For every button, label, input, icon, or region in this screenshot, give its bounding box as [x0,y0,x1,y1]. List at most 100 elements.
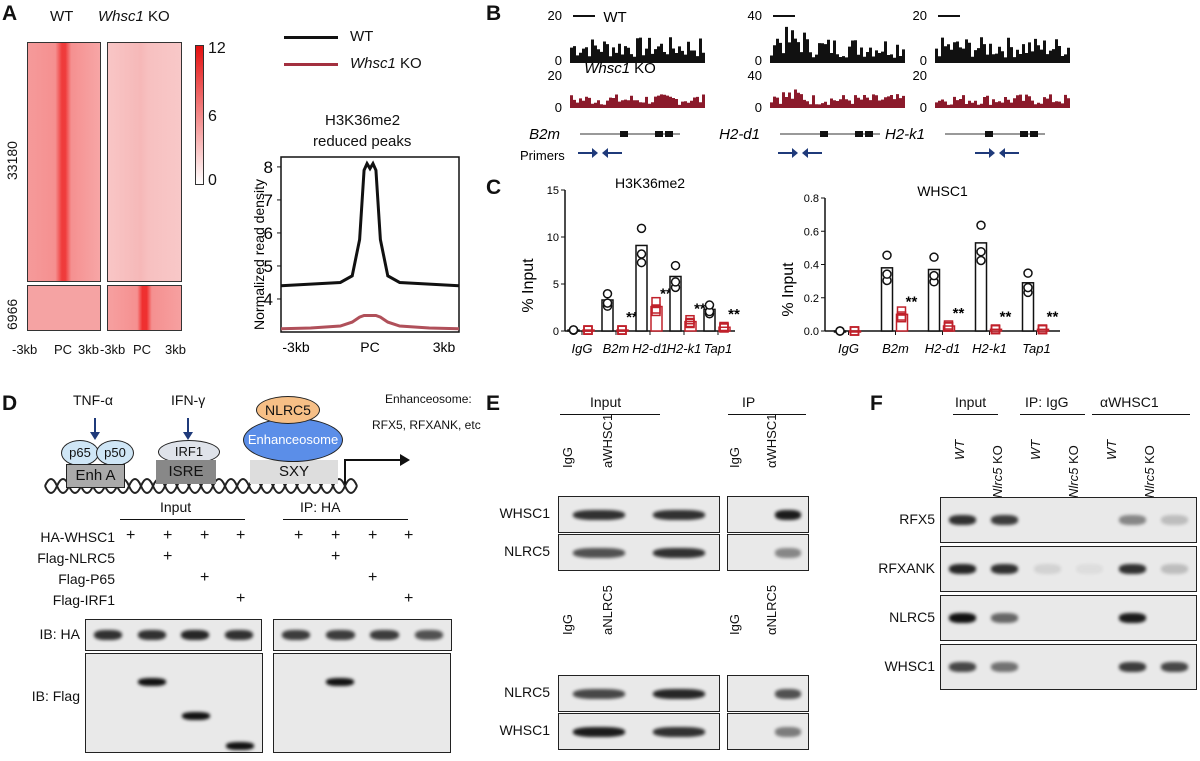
blot-row-label: RFXANK [878,560,935,576]
protein-band [1118,564,1146,574]
track-zero: 0 [920,100,927,115]
lane-label: αNLRC5 [764,584,779,635]
data-point [636,257,647,268]
data-point [602,298,613,308]
blot-ib-flag-ip [273,653,451,753]
legend-wt-swatch [284,36,338,39]
protein-band [653,509,705,520]
blot-ip [727,675,809,712]
protein-band [137,630,166,640]
heatmap-ko-top [107,42,182,282]
plus-mark: + [236,527,246,544]
bar-ko [650,305,663,332]
track-scale-wt: 20 [548,8,562,23]
protein-band [775,726,801,737]
track-scale-ko: 20 [548,68,562,83]
blot-row-label: NLRC5 [504,543,550,559]
primer-reverse-arrow-icon [999,148,1005,158]
protein-band [1118,613,1146,623]
lane-genotype: Nlrc5 [990,467,1005,498]
plus-mark: + [163,527,173,544]
ko-text: KO [400,55,422,72]
y-tick-label: 15 [547,185,559,197]
x-tick-label: H2-k1 [667,341,702,356]
protein-band [138,678,166,686]
blot-row-label: NLRC5 [889,609,935,625]
gene-name-label: H2-k1 [885,126,925,143]
plus-mark: + [294,527,304,544]
tnf-alpha-label: TNF-α [73,392,113,408]
x-tick-label: H2-d1 [925,341,960,356]
profile-chart: 4 5 6 7 8 -3kb PC 3kb Normalized read density [251,156,460,355]
blot-ip [727,713,809,750]
heatmap-wt-top [27,42,101,282]
exon [655,131,663,137]
group-underline [120,519,245,520]
blot-whsc1 [940,644,1197,690]
protein-band [573,726,625,737]
nlrc5-node: NLRC5 [256,396,320,424]
x-tick-label: -3kb [282,339,309,355]
track-zero: 0 [755,53,762,68]
enhanceosome-node: Enhanceosome [243,418,343,462]
heatmap-wt-bottom [27,285,101,331]
nlrc5-promoter-diagram: TNF-α IFN-γ p65 p50 Enh A IRF1 ISRE SXY … [0,360,540,500]
protein-band [1161,564,1189,574]
protein-band [991,515,1019,525]
data-point [670,260,681,271]
protein-band [948,662,976,672]
panel-a-label: A [2,2,18,25]
track-zero: 0 [555,53,562,68]
primers-label: Primers [520,148,565,163]
enh-a-box: Enh A [66,464,125,488]
protein-band [991,564,1019,574]
group-header: Input [590,394,622,410]
protein-band [573,547,625,558]
group-underline [1092,414,1190,415]
ko-track-label: Whsc1 KO [584,60,656,77]
significance-mark: ** [660,286,672,303]
colorbar-tick: 12 [208,40,226,57]
y-tick-label: 0.4 [804,260,819,272]
group-underline [953,414,998,415]
chart-title: WHSC1 [917,183,968,199]
data-point [882,250,892,260]
primer-reverse-arrow-icon [602,148,608,158]
y-axis-label: % Input [520,258,537,313]
group-header: IP [742,394,756,410]
significance-mark: ** [1047,308,1059,325]
y-axis-label: Normalized read density [251,179,267,330]
condition-label: Flag-P65 [58,571,115,587]
exon [820,131,828,137]
series-line-wt [280,160,460,288]
protein-band [775,547,801,558]
wt-coverage-track [770,26,905,63]
blot-row-label: WHSC1 [499,722,550,738]
data-point [929,270,939,281]
blot-ib-flag-input [85,653,263,753]
gene-name-label: B2m [529,126,560,143]
blot-label-ib-flag: IB: Flag [31,688,80,704]
y-axis-label: % Input [780,262,797,317]
plus-mark: + [331,527,341,544]
lane-genotype: Nlrc5 [1066,467,1081,498]
protein-band [991,613,1019,623]
bar-wt [1021,282,1035,332]
gene-name: Whsc1 [584,60,630,77]
sxy-box: SXY [250,460,338,484]
y-tick-label: 5 [264,257,273,276]
lane-genotype: WT [1104,439,1119,460]
plus-mark: + [404,590,414,607]
track-zero: 0 [920,53,927,68]
heatmap-xtick: 3kb [78,342,99,357]
bar-wt [927,268,941,332]
data-point [636,249,647,259]
bar-ko [582,329,595,332]
lane-label: IgG [560,447,575,468]
protein-band [182,712,210,720]
group-header: Input [955,394,987,410]
gene-name: Whsc1 [350,55,396,72]
protein-band [326,630,355,640]
y-tick-label: 5 [553,279,559,291]
blot-ib-ha-input [85,619,262,651]
